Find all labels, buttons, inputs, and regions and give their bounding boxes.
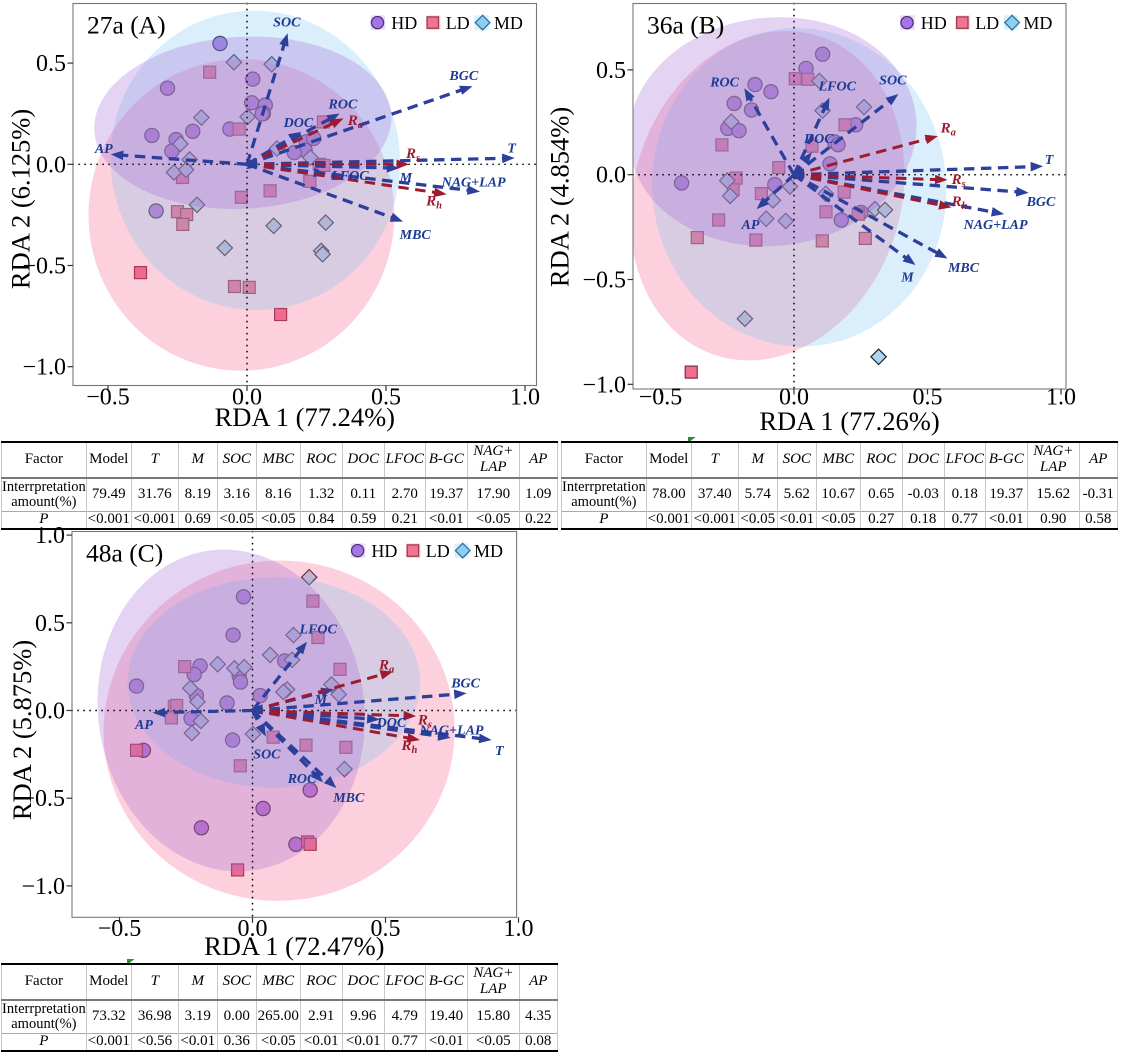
svg-text:NAG+LAP: NAG+LAP: [419, 723, 484, 738]
svg-text:T: T: [507, 142, 517, 157]
svg-text:0.0: 0.0: [36, 152, 66, 178]
svg-text:−0.5: −0.5: [86, 385, 130, 411]
svg-text:−1.0: −1.0: [582, 372, 626, 398]
svg-text:RDA 1 (72.47%): RDA 1 (72.47%): [204, 931, 384, 961]
svg-text:DOC: DOC: [376, 716, 407, 731]
svg-text:MBC: MBC: [399, 228, 432, 243]
svg-text:LD: LD: [446, 13, 470, 33]
svg-text:−1.0: −1.0: [22, 355, 66, 381]
svg-text:48a (C): 48a (C): [86, 539, 163, 568]
svg-text:−0.5: −0.5: [639, 385, 683, 411]
svg-text:0.0: 0.0: [35, 699, 65, 725]
svg-text:−1.0: −1.0: [21, 874, 65, 900]
svg-text:−0.5: −0.5: [98, 916, 142, 942]
svg-text:0.0: 0.0: [596, 163, 626, 189]
svg-text:HD: HD: [371, 541, 397, 561]
svg-text:DOC: DOC: [283, 116, 314, 131]
svg-text:MBC: MBC: [947, 261, 980, 276]
svg-text:Ra: Ra: [940, 121, 956, 139]
svg-text:NAG+LAP: NAG+LAP: [441, 176, 506, 191]
svg-text:HD: HD: [391, 13, 417, 33]
svg-text:0.5: 0.5: [596, 58, 626, 84]
svg-text:BGC: BGC: [448, 69, 478, 84]
svg-text:0.0: 0.0: [779, 385, 809, 411]
svg-text:T: T: [495, 744, 505, 759]
svg-text:NAG+LAP: NAG+LAP: [963, 218, 1028, 233]
svg-text:0.5: 0.5: [36, 51, 66, 77]
svg-text:1.0: 1.0: [504, 916, 534, 942]
svg-text:M: M: [314, 693, 328, 708]
svg-text:LD: LD: [426, 541, 450, 561]
svg-text:AP: AP: [741, 218, 760, 233]
svg-text:1.0: 1.0: [510, 385, 540, 411]
svg-text:ROC: ROC: [328, 98, 358, 113]
svg-text:SOC: SOC: [273, 16, 301, 31]
svg-text:DOC: DOC: [803, 132, 834, 147]
svg-text:Rs: Rs: [405, 146, 420, 164]
svg-text:Rh: Rh: [951, 194, 968, 212]
svg-text:ROC: ROC: [709, 75, 739, 90]
svg-text:0.5: 0.5: [35, 611, 65, 637]
svg-text:BGC: BGC: [450, 676, 480, 691]
svg-text:M: M: [900, 270, 914, 285]
svg-text:LD: LD: [975, 13, 999, 33]
svg-text:1.0: 1.0: [1046, 385, 1076, 411]
svg-text:0.0: 0.0: [232, 385, 262, 411]
svg-text:0.5: 0.5: [371, 385, 401, 411]
svg-text:36a (B): 36a (B): [647, 11, 724, 40]
svg-text:ROC: ROC: [287, 772, 317, 787]
svg-text:HD: HD: [921, 13, 947, 33]
svg-text:MD: MD: [494, 13, 523, 33]
svg-text:M: M: [399, 171, 413, 186]
svg-text:BGC: BGC: [1026, 195, 1056, 210]
svg-text:LFOC: LFOC: [330, 169, 369, 184]
svg-text:LFOC: LFOC: [818, 80, 857, 95]
svg-text:AP: AP: [134, 718, 153, 733]
svg-text:0.5: 0.5: [913, 385, 943, 411]
svg-text:−0.5: −0.5: [582, 268, 626, 294]
svg-text:RDA 1 (77.24%): RDA 1 (77.24%): [215, 402, 395, 432]
svg-text:0.5: 0.5: [371, 916, 401, 942]
svg-text:T: T: [1045, 153, 1055, 168]
svg-text:SOC: SOC: [253, 747, 281, 762]
svg-text:RDA 1 (77.26%): RDA 1 (77.26%): [759, 406, 939, 436]
svg-text:MD: MD: [1023, 13, 1052, 33]
svg-text:MD: MD: [474, 541, 503, 561]
svg-text:0.0: 0.0: [238, 916, 268, 942]
svg-text:RDA 2 (4.854%): RDA 2 (4.854%): [545, 107, 575, 287]
svg-text:RDA 2 (6.125%): RDA 2 (6.125%): [6, 109, 36, 289]
svg-text:MBC: MBC: [332, 791, 365, 806]
svg-text:SOC: SOC: [879, 73, 907, 88]
svg-text:−0.5: −0.5: [22, 254, 66, 280]
svg-text:27a (A): 27a (A): [87, 11, 166, 40]
svg-text:RDA 2 (5.875%): RDA 2 (5.875%): [7, 640, 37, 820]
svg-text:LFOC: LFOC: [299, 622, 338, 637]
svg-text:Rh: Rh: [425, 193, 442, 211]
svg-text:−0.5: −0.5: [21, 786, 65, 812]
svg-text:AP: AP: [94, 142, 113, 157]
